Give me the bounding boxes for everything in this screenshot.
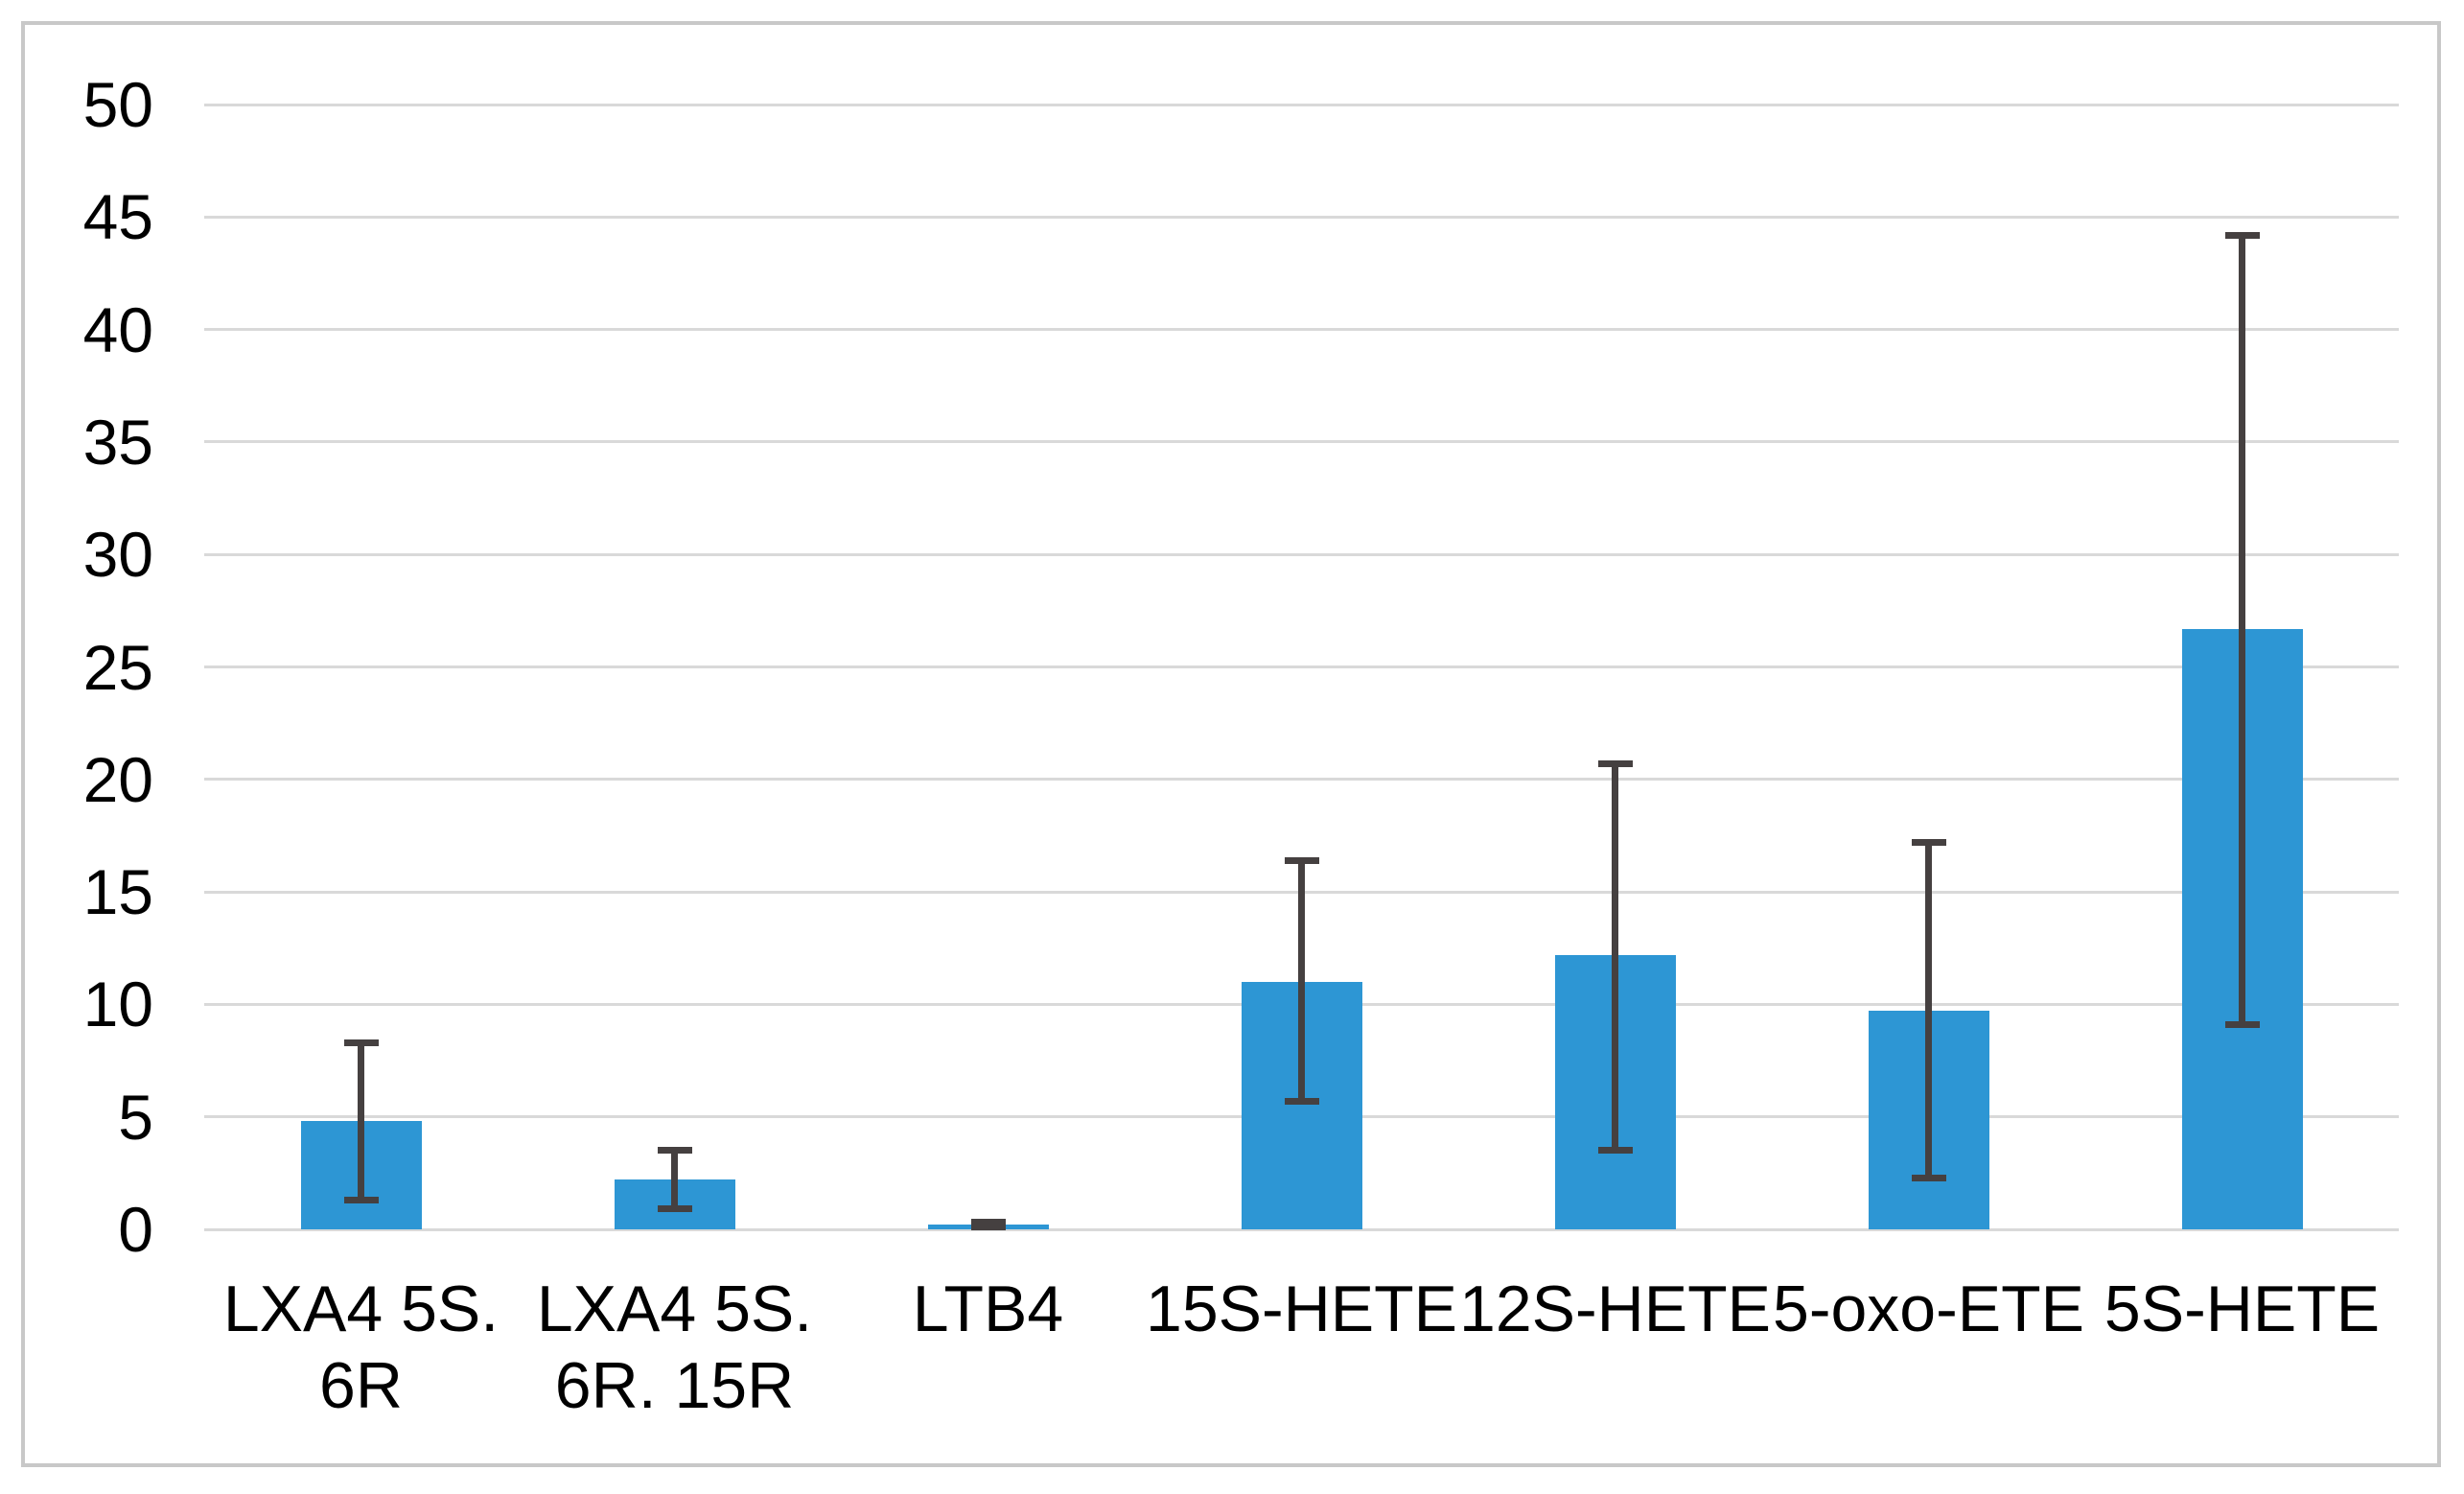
y-axis-tick-label: 30 — [82, 519, 153, 591]
x-axis-tick-label: 12S-HETE — [1458, 1271, 1772, 1347]
gridline — [204, 1227, 2399, 1231]
y-axis-tick-label: 10 — [82, 969, 153, 1040]
y-axis-tick-label: 0 — [118, 1194, 153, 1265]
x-axis-tick-label: LTB4 — [831, 1271, 1145, 1347]
error-bar-cap-bottom — [1911, 1174, 1946, 1181]
y-axis-tick-label: 50 — [82, 69, 153, 140]
x-axis-tick-label-line: LTB4 — [912, 1272, 1064, 1345]
gridline — [204, 552, 2399, 556]
y-axis-tick-label: 5 — [118, 1081, 153, 1153]
error-bar-cap-bottom — [970, 1224, 1006, 1231]
x-axis-tick-label-line: 6R. 15R — [554, 1349, 795, 1422]
y-axis-tick-label: 45 — [82, 181, 153, 253]
error-bar — [1298, 860, 1305, 1102]
error-bar-cap-top — [1284, 856, 1319, 864]
x-axis-tick-label: 15S-HETE — [1145, 1271, 1458, 1347]
gridline — [204, 328, 2399, 332]
error-bar-cap-top — [657, 1147, 692, 1155]
x-axis-tick-label: LXA4 5S. 6R — [204, 1271, 518, 1424]
gridline — [204, 215, 2399, 219]
error-bar-cap-top — [2224, 231, 2260, 239]
error-bar — [358, 1042, 364, 1201]
y-axis-tick-label: 20 — [82, 743, 153, 815]
error-bar — [671, 1150, 678, 1209]
error-bar-cap-bottom — [1597, 1147, 1633, 1155]
gridline — [204, 103, 2399, 106]
x-axis-tick-label: 5S-HETE — [2085, 1271, 2399, 1347]
x-axis-tick-label: LXA4 5S. 6R. 15R — [518, 1271, 831, 1424]
x-axis-tick-label-line: LXA4 5S. — [536, 1272, 813, 1345]
gridline — [204, 665, 2399, 668]
y-axis-tick-label: 25 — [82, 631, 153, 703]
error-bar-cap-bottom — [2224, 1021, 2260, 1028]
x-axis-tick-label-line: 12S-HETE — [1459, 1272, 1771, 1345]
error-bar — [1612, 763, 1618, 1151]
chart-frame — [21, 21, 2441, 1467]
error-bar-cap-top — [343, 1039, 379, 1046]
x-axis-tick-label-line: LXA4 5S. — [222, 1272, 500, 1345]
gridline — [204, 440, 2399, 444]
error-bar — [2239, 235, 2245, 1025]
x-axis-tick-label-line: 5-oxo-ETE — [1773, 1272, 2084, 1345]
error-bar — [1925, 842, 1932, 1179]
error-bar-cap-top — [1911, 838, 1946, 846]
x-axis-tick-label-line: 6R — [319, 1349, 403, 1422]
x-axis-tick-label-line: 15S-HETE — [1146, 1272, 1457, 1345]
x-axis-tick-label-line: 5S-HETE — [2104, 1272, 2381, 1345]
y-axis-tick-label: 15 — [82, 856, 153, 928]
y-axis-tick-label: 35 — [82, 406, 153, 478]
error-bar-cap-bottom — [343, 1197, 379, 1203]
error-bar-cap-top — [970, 1219, 1006, 1226]
x-axis-tick-label: 5-oxo-ETE — [1772, 1271, 2085, 1347]
error-bar-cap-bottom — [657, 1205, 692, 1213]
error-bar-cap-top — [1597, 759, 1633, 767]
y-axis-tick-label: 40 — [82, 293, 153, 365]
error-bar-cap-bottom — [1284, 1097, 1319, 1105]
gridline — [204, 778, 2399, 782]
